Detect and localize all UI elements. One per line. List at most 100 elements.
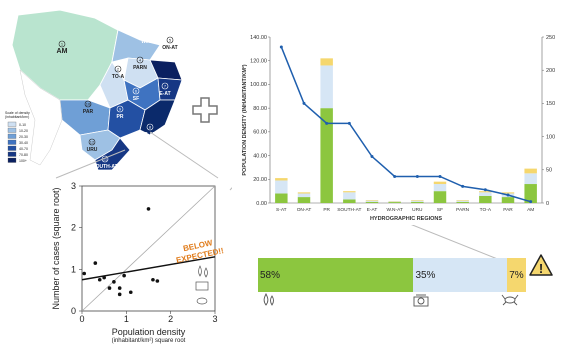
map-region-code: 5 — [169, 38, 172, 43]
line-point — [506, 193, 510, 197]
bar-segment — [456, 200, 469, 202]
map-label-e-at: 7 E-AT — [159, 82, 171, 97]
map-outside-area — [19, 69, 63, 166]
x-tick-label: 2 — [168, 314, 173, 324]
y-tick-label: 2 — [71, 223, 76, 233]
y-tick-label: 140.00 — [250, 35, 267, 41]
bar-segment — [456, 201, 469, 203]
bar-segment — [388, 201, 401, 203]
scatter-point — [128, 290, 133, 295]
bar-segment — [501, 197, 515, 203]
bar-segment — [275, 178, 288, 181]
scatter-point — [93, 261, 98, 265]
y-tick-label: 20.00 — [253, 177, 267, 183]
line-point — [347, 121, 351, 125]
y-tick-label: 3 — [71, 181, 76, 191]
map-legend: Scale of density(inhabitant/km²) 0-10 10-2… — [5, 111, 30, 163]
proportion-label: 58% — [260, 270, 281, 281]
scatter-point — [117, 292, 122, 297]
bar-segment — [320, 58, 333, 66]
x-tick-label: 0 — [79, 314, 84, 324]
map-region-code: 9 — [119, 107, 122, 112]
x-tick-label: PR — [323, 207, 330, 213]
map-region-code: 8 — [149, 125, 152, 130]
y-tick-label: 60.00 — [253, 130, 267, 136]
y2-tick-label: 50 — [546, 168, 552, 174]
proportion-bar: 58% 35% 7% — [258, 258, 526, 292]
bar-segment — [343, 191, 356, 193]
y-tick-label: 40.00 — [253, 153, 267, 159]
bar-segment — [275, 180, 288, 194]
x-tick-label: 3 — [212, 314, 217, 324]
map-region-name: URU — [87, 147, 98, 153]
legend-label: 100+ — [19, 159, 27, 163]
scatter-point — [112, 280, 116, 284]
crab-icon — [196, 297, 208, 305]
map-region-name: PARN — [133, 65, 147, 71]
map-region-name: S-AT — [144, 132, 155, 138]
line-point — [461, 184, 465, 188]
y-tick-label: 1 — [71, 264, 76, 274]
legend-swatch — [7, 145, 17, 151]
scatter-point — [82, 271, 87, 276]
line-point — [279, 45, 283, 49]
x-tick-label: URU — [412, 207, 423, 213]
scatter-point — [117, 286, 122, 290]
map-region-name: TO-A — [112, 74, 125, 80]
bar-segment — [411, 200, 424, 201]
map-region-name: AM — [57, 48, 68, 55]
line-point — [415, 174, 419, 178]
x-tick-label: SF — [437, 207, 443, 213]
map-region-code: 7 — [164, 84, 167, 89]
y-tick-label: 100.00 — [250, 82, 267, 88]
bar-segment — [297, 192, 311, 194]
x-tick-label: AM — [527, 207, 534, 213]
bar-segment — [388, 202, 401, 203]
legend-swatch — [7, 121, 17, 127]
proportion-segment — [507, 258, 526, 292]
scatter-point — [155, 279, 160, 283]
legend-label: 0-10 — [19, 123, 26, 127]
line-point — [393, 174, 397, 178]
legend-swatch — [7, 157, 17, 163]
y2-tick-label: 100 — [546, 134, 555, 140]
legend-label: 20-30 — [19, 135, 28, 139]
y-tick-label: 120.00 — [250, 59, 267, 65]
legend-label: 10-20 — [19, 129, 28, 133]
map-region-code: 1 — [61, 42, 64, 47]
map-label-sf: 6 SF — [132, 87, 140, 102]
y-tick-label: 80.00 — [253, 106, 267, 112]
bar-segment — [524, 173, 537, 185]
bar-segment — [433, 181, 447, 185]
bar-segment — [411, 201, 424, 203]
map-region-code: 4 — [139, 58, 142, 63]
map-label-parn: 4 PARN — [133, 56, 147, 71]
y-tick-label: 0.00 — [256, 201, 267, 207]
bar-segment — [320, 65, 333, 109]
map-region-name: ON-AT — [162, 45, 177, 51]
map-label-on-at: 5 ON-AT — [162, 36, 178, 51]
map-label-to-a: 2 TO-A — [112, 65, 125, 80]
map-region-code: 10 — [86, 102, 91, 107]
legend-swatch — [7, 133, 17, 139]
x-tick-label: W.N-AT — [386, 207, 403, 213]
x-tick-label: ON-AT — [297, 207, 312, 213]
bar-segment — [433, 184, 447, 192]
washing-icon — [413, 294, 429, 307]
scatter-point — [122, 273, 126, 278]
line-point — [325, 121, 329, 125]
legend-title: (inhabitant/km²) — [5, 115, 29, 119]
line-point — [370, 155, 374, 159]
map-label-am: 1AM — [57, 40, 68, 55]
x-axis-sublabel: (inhabitant/km²) square root — [112, 338, 186, 344]
scatter-point — [97, 277, 102, 282]
y2-tick-label: 150 — [546, 101, 555, 107]
x-tick-label: PARN — [456, 207, 470, 213]
x-tick-label: 1 — [124, 314, 129, 324]
droplet-icon — [198, 265, 208, 278]
legend-label: 40-70 — [19, 147, 28, 151]
washing-icon — [195, 281, 209, 291]
x-axis-label: Population density — [112, 327, 186, 337]
warning-icon: ! — [529, 254, 553, 276]
